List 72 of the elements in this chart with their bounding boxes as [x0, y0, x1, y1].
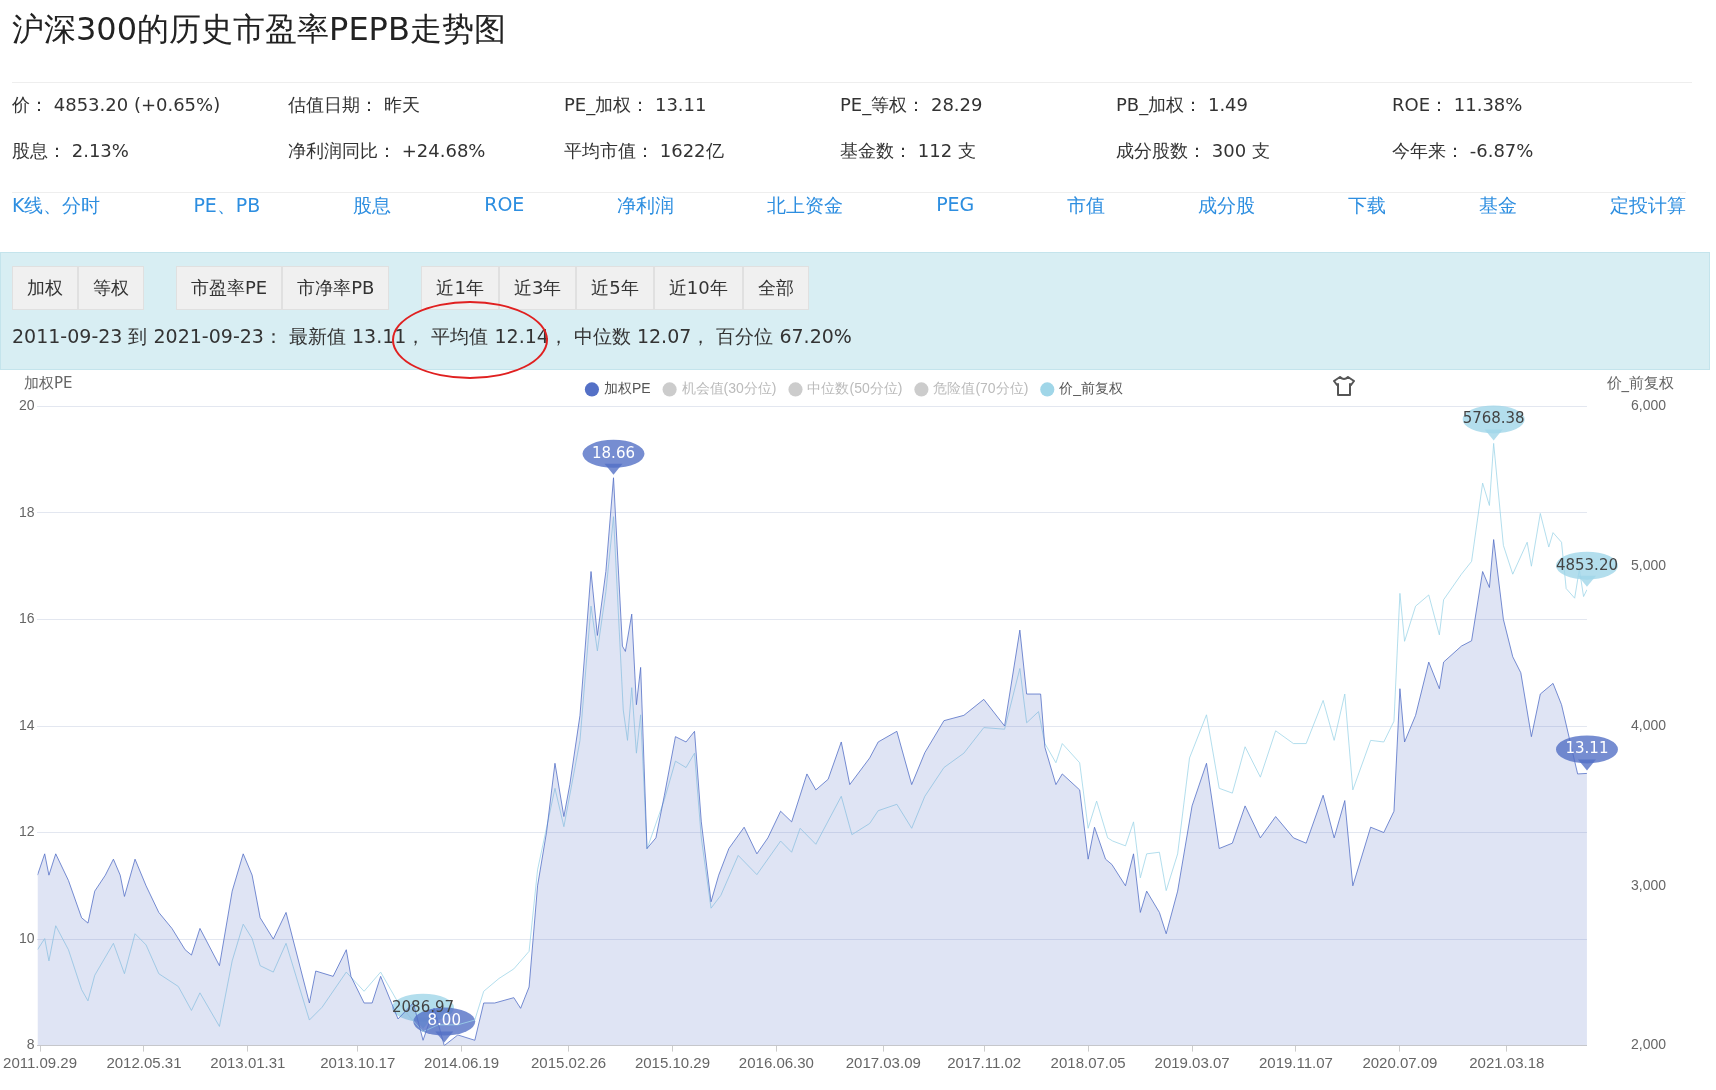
y2-tick-label: 5,000: [1630, 557, 1667, 574]
x-tick-label: 2016.06.30: [738, 1053, 814, 1071]
y-tick-label: 14: [18, 716, 35, 733]
x-tick-label: 2011.09.29: [3, 1053, 78, 1071]
x-tick-label: 2019.03.07: [1154, 1053, 1230, 1071]
legend-label: 价_前复权: [1058, 380, 1124, 397]
text: 估值日期： 昨天: [288, 93, 421, 117]
x-tick-label: 2015.10.29: [634, 1053, 710, 1071]
chart-title: 沪深300的历史市盈率PEPB走势图: [12, 9, 506, 50]
text: 定投计算: [1609, 193, 1686, 218]
y2-axis-title: 价_前复权: [1605, 374, 1674, 394]
y2-tick-label: 4,000: [1630, 716, 1667, 733]
legend-label: 机会值(30分位): [681, 380, 777, 397]
y2-tick-label: 3,000: [1630, 876, 1667, 893]
text: ROE: [484, 193, 525, 217]
text: 全部: [742, 266, 809, 310]
text: 市盈率PE: [176, 266, 283, 310]
text: 成分股数： 300 支: [1116, 139, 1271, 163]
text: 近1年: [421, 266, 499, 310]
text: PE_等权： 28.29: [840, 93, 984, 117]
text: 近5年: [576, 266, 654, 310]
text: PE_加权： 13.11: [564, 93, 708, 117]
text: 市净率PB: [282, 266, 390, 310]
text: 下载: [1348, 193, 1387, 218]
text: 市值: [1067, 193, 1106, 218]
annotation: 13.11: [1565, 739, 1609, 758]
x-tick-label: 2013.10.17: [320, 1053, 396, 1071]
x-tick-label: 2013.01.31: [210, 1053, 286, 1071]
x-tick-label: 2020.07.09: [1362, 1053, 1438, 1071]
y2-tick-label: 6,000: [1630, 397, 1667, 414]
text: 基金: [1479, 193, 1518, 218]
text: 成分股: [1198, 193, 1256, 218]
legend-label: 危险值(70分位): [933, 380, 1029, 397]
x-tick-label: 2014.06.19: [424, 1053, 500, 1071]
text: 基金数： 112 支: [840, 139, 977, 163]
text: PB_加权： 1.49: [1116, 93, 1249, 117]
text: 股息： 2.13%: [12, 139, 130, 163]
annotation: 18.66: [592, 443, 635, 462]
x-tick-label: 2021.03.18: [1469, 1053, 1545, 1071]
y-tick-label: 20: [18, 397, 35, 414]
text: 今年来： -6.87%: [1392, 139, 1535, 163]
text: 净利润: [617, 193, 675, 218]
text: PE、PB: [193, 193, 261, 218]
y-tick-label: 8: [26, 1036, 35, 1053]
x-tick-label: 2017.11.02: [947, 1053, 1022, 1071]
text: 近3年: [498, 266, 577, 310]
y-tick-label: 12: [18, 823, 35, 840]
x-tick-label: 2019.11.07: [1259, 1053, 1333, 1071]
text: 近10年: [653, 266, 743, 310]
text: 净利润同比： +24.68%: [288, 139, 487, 163]
text: 北上资金: [767, 193, 844, 218]
text: 等权: [78, 266, 144, 310]
legend-label: 中位数(50分位): [807, 380, 903, 397]
y-tick-label: 16: [18, 610, 35, 627]
text: ROE： 11.38%: [1392, 93, 1524, 117]
x-tick-label: 2018.07.05: [1050, 1053, 1126, 1071]
data-label: 5768.38: [1462, 409, 1525, 428]
text: 股息: [353, 193, 392, 218]
x-tick-label: 2017.03.09: [845, 1053, 921, 1071]
text: K线、分时: [12, 193, 101, 218]
text: 平均市值： 1622亿: [564, 139, 725, 163]
data-label: 4853.20: [1555, 555, 1618, 574]
legend-label: 加权PE: [603, 380, 651, 397]
text: 加权: [12, 266, 78, 310]
x-tick-label: 2015.02.26: [531, 1053, 607, 1071]
y2-tick-label: 2,000: [1630, 1036, 1667, 1053]
y-axis-title: 加权PE: [24, 374, 73, 393]
text: 价： 4853.20 (+0.65%): [12, 93, 222, 117]
text: PEG: [936, 193, 975, 217]
y-tick-label: 18: [18, 503, 35, 520]
x-tick-label: 2012.05.31: [106, 1053, 182, 1071]
y-tick-label: 10: [18, 929, 35, 946]
